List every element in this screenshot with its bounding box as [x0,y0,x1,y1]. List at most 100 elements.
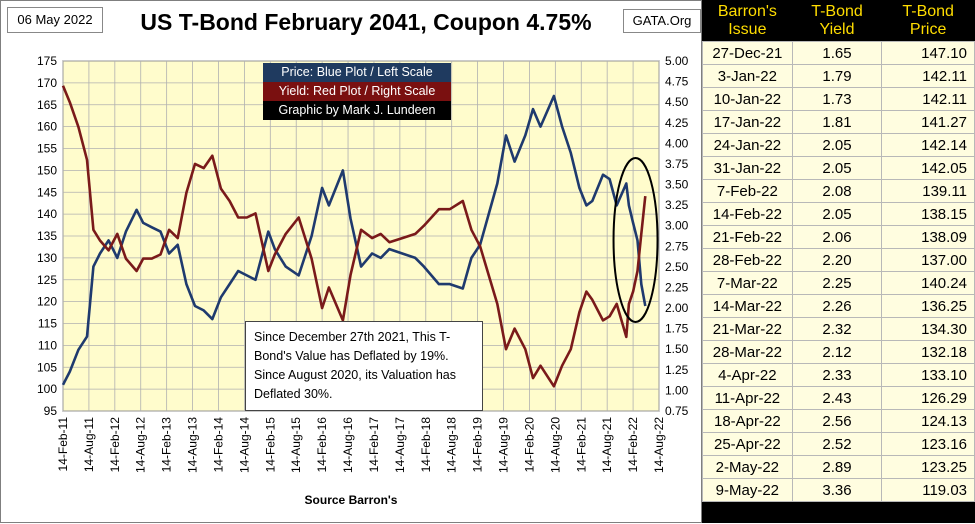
right-tick-label: 2.25 [665,280,689,294]
cell-price: 123.16 [881,432,975,456]
right-tick-label: 4.75 [665,75,689,89]
left-tick-label: 170 [37,76,57,90]
right-tick-label: 2.75 [665,239,689,253]
table-row: 14-Feb-22 2.05 138.15 [702,202,975,226]
left-tick-label: 160 [37,120,57,134]
data-table: Barron's Issue T-Bond Yield T-Bond Price 27… [702,0,975,502]
table-row: 28-Feb-22 2.20 137.00 [702,248,975,272]
cell-price: 124.13 [881,409,975,433]
table-row: 4-Apr-22 2.33 133.10 [702,363,975,387]
source-tag: GATA.Org [623,9,701,33]
x-axis-label: Source Barron's [304,493,398,507]
left-tick-label: 95 [44,404,58,418]
x-tick-label: 14-Feb-15 [263,417,277,473]
x-tick-label: 14-Aug-21 [600,417,614,473]
left-tick-label: 105 [37,360,57,374]
table-row: 24-Jan-22 2.05 142.14 [702,133,975,157]
right-tick-label: 4.25 [665,116,689,130]
header-yield-line2: Yield [819,21,855,38]
x-tick-label: 14-Aug-16 [341,417,355,473]
cell-yield: 1.81 [791,110,883,134]
cell-price: 138.09 [881,225,975,249]
x-tick-label: 14-Feb-13 [160,417,174,473]
x-tick-label: 14-Aug-15 [289,417,303,473]
cell-issue: 21-Mar-22 [702,317,793,341]
header-yield: T-Bond Yield [792,0,882,42]
x-tick-label: 14-Feb-22 [626,417,640,473]
cell-price: 136.25 [881,294,975,318]
cell-price: 142.05 [881,156,975,180]
highlight-ellipse [612,157,659,323]
right-tick-label: 1.75 [665,322,689,336]
cell-price: 147.10 [881,41,975,65]
table-row: 14-Mar-22 2.26 136.25 [702,294,975,318]
x-tick-label: 14-Aug-19 [497,417,511,473]
left-tick-label: 110 [38,338,57,352]
x-tick-label: 14-Aug-20 [548,417,562,473]
annotation-note: Since December 27th 2021, This T-Bond's … [245,321,483,411]
left-tick-label: 130 [37,251,57,265]
right-tick-label: 1.25 [665,363,689,377]
cell-yield: 2.52 [791,432,883,456]
cell-yield: 2.05 [791,133,883,157]
header-issue-line2: Issue [728,21,767,38]
table-body: 27-Dec-21 1.65 147.10 3-Jan-22 1.79 142.11 10-… [702,41,975,502]
right-tick-label: 1.50 [665,342,689,356]
left-tick-label: 125 [37,273,57,287]
x-tick-label: 14-Feb-19 [471,417,485,473]
cell-issue: 4-Apr-22 [702,363,793,387]
cell-issue: 31-Jan-22 [702,156,793,180]
left-tick-label: 100 [37,382,57,396]
cell-price: 142.14 [881,133,975,157]
cell-issue: 2-May-22 [702,455,793,479]
table-row: 25-Apr-22 2.52 123.16 [702,432,975,456]
legend-yield: Yield: Red Plot / Right Scale [263,82,451,101]
cell-yield: 1.65 [791,41,883,65]
table-row: 21-Feb-22 2.06 138.09 [702,225,975,249]
right-tick-label: 1.00 [665,383,689,397]
chart-title: US T-Bond February 2041, Coupon 4.75% [140,9,592,35]
table-row: 21-Mar-22 2.32 134.30 [702,317,975,341]
legend-price: Price: Blue Plot / Left Scale [263,63,451,82]
cell-issue: 24-Jan-22 [702,133,793,157]
x-tick-label: 14-Feb-18 [419,417,433,473]
cell-issue: 27-Dec-21 [702,41,793,65]
series-line-yield [61,85,647,388]
cell-price: 142.11 [881,64,975,88]
cell-yield: 2.32 [791,317,883,341]
x-tick-label: 14-Feb-11 [56,417,70,472]
chart-panel: 95 100 105 110 115 120 125 130 135 140 145 150 155 16… [0,0,702,523]
table-row: 9-May-22 3.36 119.03 [702,478,975,502]
right-tick-label: 2.50 [665,260,689,274]
table-row: 27-Dec-21 1.65 147.10 [702,41,975,65]
table-row: 3-Jan-22 1.79 142.11 [702,64,975,88]
cell-yield: 1.79 [791,64,883,88]
cell-issue: 7-Mar-22 [702,271,793,295]
header-yield-line1: T-Bond [811,3,863,20]
right-tick-label: 3.50 [665,178,689,192]
cell-price: 134.30 [881,317,975,341]
left-tick-label: 145 [37,185,57,199]
header-issue: Barron's Issue [702,0,793,42]
header-price-line1: T-Bond [902,3,954,20]
table-row: 31-Jan-22 2.05 142.05 [702,156,975,180]
left-tick-label: 175 [37,54,57,68]
left-tick-label: 115 [38,317,57,331]
cell-yield: 2.89 [791,455,883,479]
cell-yield: 2.25 [791,271,883,295]
series-line-price [61,94,647,386]
right-tick-label: 0.75 [665,404,689,418]
cell-issue: 14-Mar-22 [702,294,793,318]
table-row: 2-May-22 2.89 123.25 [702,455,975,479]
x-tick-label: 14-Aug-18 [445,417,459,473]
x-tick-label: 14-Feb-20 [522,417,536,473]
table-row: 10-Jan-22 1.73 142.11 [702,87,975,111]
cell-issue: 7-Feb-22 [702,179,793,203]
cell-issue: 14-Feb-22 [702,202,793,226]
table-row: 7-Mar-22 2.25 140.24 [702,271,975,295]
cell-price: 140.24 [881,271,975,295]
cell-price: 137.00 [881,248,975,272]
cell-issue: 28-Feb-22 [702,248,793,272]
x-tick-label: 14-Aug-11 [82,417,96,472]
